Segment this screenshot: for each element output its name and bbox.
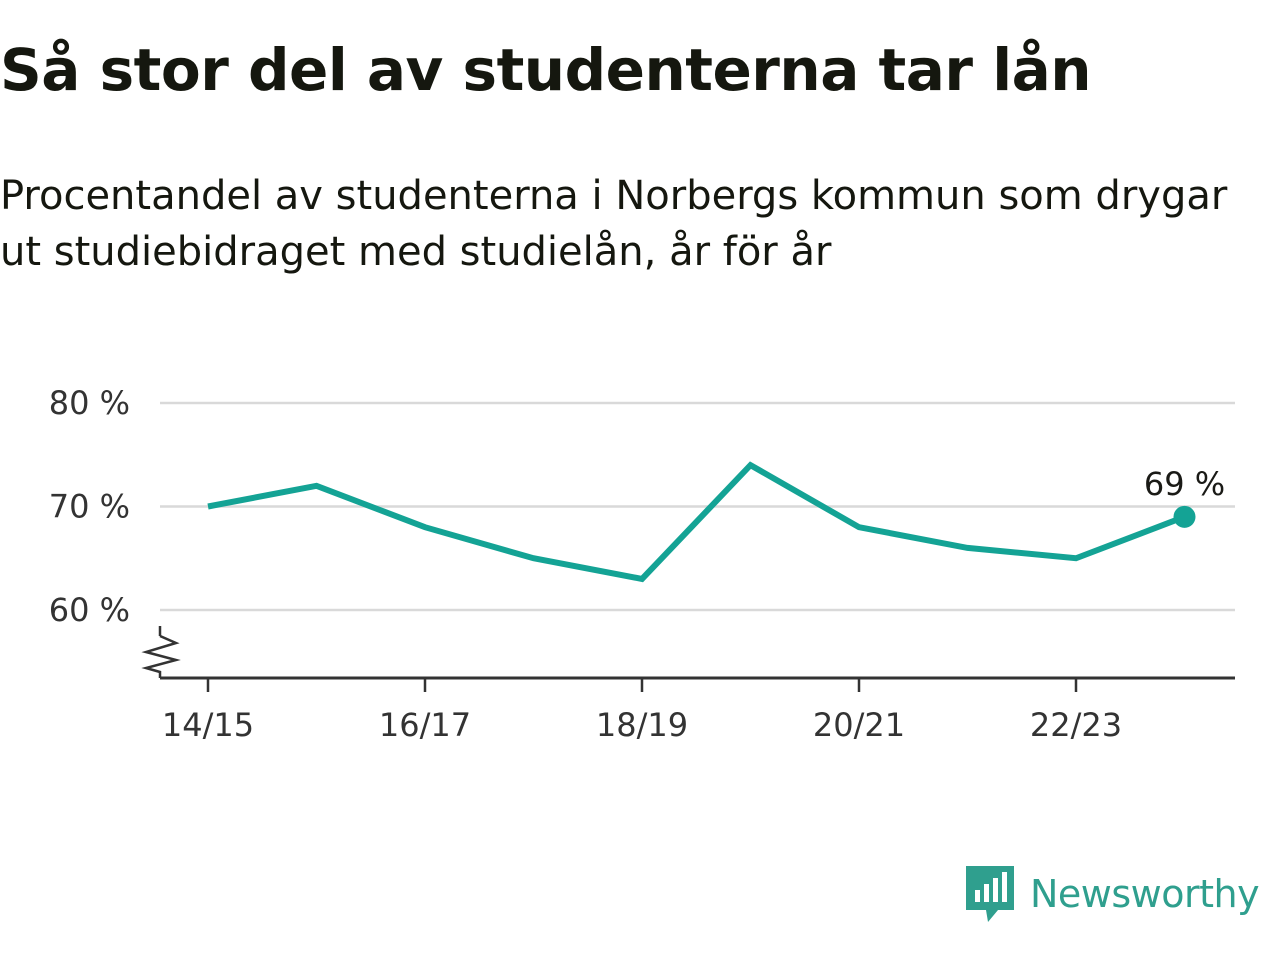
axis-layer: 60 % 70 % 80 % 14/15 16/17 18/19 20/21 22/23 [49,384,1235,744]
chart-title: Så stor del av studenterna tar lån [0,36,1092,104]
x-tick-label: 20/21 [813,706,905,744]
chart-subtitle: Procentandel av studenterna i Norbergs k… [0,173,1228,275]
series-layer [207,461,1196,583]
x-tick-label: 14/15 [162,706,254,744]
x-tick-label: 16/17 [379,706,471,744]
x-tick-label: 22/23 [1030,706,1122,744]
brand-name: Newsworthy [1030,872,1260,916]
brand: Newsworthy [964,864,1260,924]
label-layer: 69 % [1144,465,1225,503]
last-point-marker [1173,505,1196,528]
newsworthy-logo-icon [966,866,1014,922]
y-tick-label: 70 % [49,488,130,526]
last-value-label: 69 % [1144,465,1225,503]
y-tick-label: 80 % [49,384,130,422]
x-tick-label: 18/19 [596,706,688,744]
y-tick-label: 60 % [49,591,130,629]
grid-layer [160,401,1235,612]
y-axis-break [141,634,181,678]
series-line [207,461,1186,583]
